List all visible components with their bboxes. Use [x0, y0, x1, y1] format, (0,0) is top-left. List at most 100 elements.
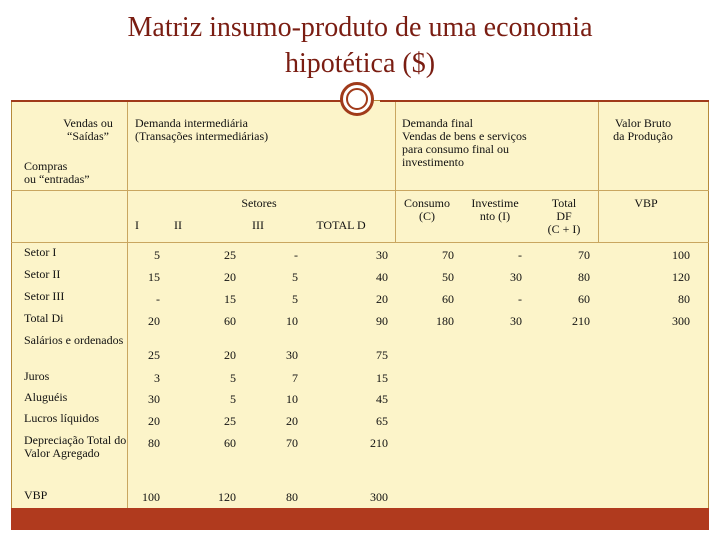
- col-header-iii: III: [252, 218, 264, 232]
- ring-inner-icon: [346, 88, 368, 110]
- grid-vline: [127, 101, 128, 520]
- table-cell: 30: [148, 392, 160, 406]
- grid-hline: [11, 190, 709, 191]
- table-cell: 30: [376, 248, 388, 262]
- header-compras-line: ou “entradas”: [24, 172, 90, 186]
- table-cell: 65: [376, 414, 388, 428]
- grid-vline: [598, 101, 599, 243]
- title-rule-left: [11, 100, 341, 102]
- grid-vline: [395, 101, 396, 243]
- table-cell: 70: [442, 248, 454, 262]
- table-cell: 5: [230, 392, 236, 406]
- col-header-consumo-line: Consumo: [403, 196, 450, 210]
- table-cell: 70: [286, 436, 298, 450]
- table-cell: 15: [148, 270, 160, 284]
- table-cell: 300: [672, 314, 690, 328]
- table-cell: 60: [578, 292, 590, 306]
- table-cell: 75: [376, 348, 388, 362]
- table-cell: 5: [154, 248, 160, 262]
- table-cell: 60: [442, 292, 454, 306]
- col-header-investimento-line: nto (I): [479, 209, 511, 223]
- col-header-total-df: Total DF (C + I): [538, 197, 590, 236]
- header-vendas-line: “Saídas”: [67, 129, 109, 143]
- title-rule-right: [380, 100, 709, 102]
- table-cell: 60: [224, 436, 236, 450]
- table-cell: 100: [142, 490, 160, 504]
- col-header-ii: II: [174, 218, 182, 232]
- header-valor-bruto: Valor Bruto da Produção: [600, 117, 686, 143]
- table-cell: 15: [224, 292, 236, 306]
- header-df-line: Demanda final: [402, 116, 473, 130]
- table-cell: 20: [286, 414, 298, 428]
- col-header-consumo: Consumo (C): [397, 197, 457, 223]
- header-vbp-line: Valor Bruto: [614, 116, 672, 130]
- header-di-line: Demanda intermediária: [135, 116, 248, 130]
- table-cell: 20: [224, 270, 236, 284]
- table-cell: 7: [292, 371, 298, 385]
- table-cell: 70: [578, 248, 590, 262]
- col-header-total-df-line: (C + I): [547, 222, 581, 236]
- table-cell: 15: [376, 371, 388, 385]
- header-df-line: Vendas de bens e serviços: [402, 129, 527, 143]
- table-cell: 120: [218, 490, 236, 504]
- header-compras: Compras ou “entradas”: [24, 160, 90, 186]
- title-line-1: Matriz insumo-produto de uma economia: [127, 12, 593, 43]
- row-label: VBP: [24, 488, 48, 502]
- table-cell: -: [156, 292, 160, 306]
- col-header-total-df-line: DF: [556, 209, 572, 223]
- title-line-2: hipotética ($): [284, 48, 436, 79]
- table-cell: 5: [292, 270, 298, 284]
- table-cell: -: [518, 292, 522, 306]
- slide-title: Matriz insumo-produto de uma economia hi…: [0, 10, 720, 82]
- table-cell: 3: [154, 371, 160, 385]
- col-header-consumo-line: (C): [419, 209, 435, 223]
- table-cell: 120: [672, 270, 690, 284]
- col-header-total-d: TOTAL D: [316, 218, 366, 232]
- header-compras-line: Compras: [24, 159, 68, 173]
- table-cell: 25: [224, 414, 236, 428]
- row-label: Aluguéis: [24, 390, 68, 404]
- row-label: Depreciação Total do Valor Agregado: [24, 433, 127, 460]
- header-demanda-final: Demanda final Vendas de bens e serviços …: [402, 117, 527, 169]
- table-cell: 300: [370, 490, 388, 504]
- col-header-investimento-line: Investime: [471, 196, 519, 210]
- table-cell: 80: [678, 292, 690, 306]
- table-cell: 20: [224, 348, 236, 362]
- table-cell: 60: [224, 314, 236, 328]
- grid-hline: [11, 242, 709, 243]
- table-cell: 30: [286, 348, 298, 362]
- table-cell: 40: [376, 270, 388, 284]
- table-cell: 5: [292, 292, 298, 306]
- table-cell: 20: [148, 414, 160, 428]
- table-cell: 30: [510, 314, 522, 328]
- header-setores: Setores: [241, 196, 277, 210]
- table-cell: 90: [376, 314, 388, 328]
- table-cell: -: [294, 248, 298, 262]
- col-header-total-df-line: Total: [551, 196, 577, 210]
- table-cell: -: [518, 248, 522, 262]
- table-cell: 80: [286, 490, 298, 504]
- table-cell: 100: [672, 248, 690, 262]
- row-label: Salários e ordenados: [24, 333, 124, 347]
- header-vendas-line: Vendas ou: [63, 116, 113, 130]
- table-cell: 30: [510, 270, 522, 284]
- table-cell: 80: [578, 270, 590, 284]
- footer-bar: [11, 508, 709, 530]
- header-vendas: Vendas ou “Saídas”: [48, 117, 128, 143]
- table-cell: 25: [224, 248, 236, 262]
- table-cell: 20: [376, 292, 388, 306]
- col-header-investimento: Investime nto (I): [464, 197, 526, 223]
- table-cell: 80: [148, 436, 160, 450]
- row-label: Setor III: [24, 289, 65, 303]
- table-cell: 10: [286, 314, 298, 328]
- table-cell: 210: [572, 314, 590, 328]
- table-cell: 25: [148, 348, 160, 362]
- header-di-line: (Transações intermediárias): [135, 129, 269, 143]
- table-cell: 50: [442, 270, 454, 284]
- table-cell: 45: [376, 392, 388, 406]
- table-cell: 10: [286, 392, 298, 406]
- table-cell: 180: [436, 314, 454, 328]
- col-header-vbp: VBP: [634, 196, 658, 210]
- row-label: Total Di: [24, 311, 64, 325]
- row-label: Setor I: [24, 245, 57, 259]
